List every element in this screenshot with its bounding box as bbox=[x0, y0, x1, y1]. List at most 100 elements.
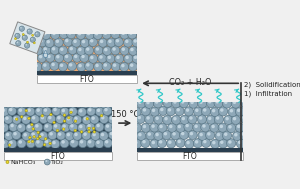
Circle shape bbox=[14, 101, 17, 105]
Circle shape bbox=[63, 53, 73, 62]
Circle shape bbox=[178, 125, 181, 128]
Circle shape bbox=[240, 131, 249, 140]
Circle shape bbox=[132, 107, 141, 116]
Circle shape bbox=[16, 41, 21, 46]
Circle shape bbox=[184, 107, 194, 116]
Circle shape bbox=[202, 124, 206, 128]
Circle shape bbox=[172, 132, 176, 136]
Circle shape bbox=[122, 32, 125, 35]
Circle shape bbox=[231, 99, 240, 108]
Circle shape bbox=[20, 27, 22, 29]
Circle shape bbox=[165, 100, 168, 103]
Circle shape bbox=[202, 138, 211, 147]
Circle shape bbox=[98, 54, 107, 63]
Circle shape bbox=[50, 61, 59, 70]
Circle shape bbox=[164, 117, 168, 120]
Circle shape bbox=[95, 122, 104, 132]
Polygon shape bbox=[10, 22, 45, 54]
Circle shape bbox=[15, 33, 20, 39]
Circle shape bbox=[9, 141, 13, 144]
Circle shape bbox=[54, 124, 57, 128]
Bar bbox=[137, 148, 243, 152]
Circle shape bbox=[65, 115, 74, 125]
Circle shape bbox=[125, 40, 128, 43]
Circle shape bbox=[180, 115, 189, 124]
Bar bbox=[4, 107, 112, 148]
Circle shape bbox=[95, 64, 99, 67]
Circle shape bbox=[92, 101, 95, 105]
Circle shape bbox=[111, 62, 120, 71]
Circle shape bbox=[218, 123, 227, 132]
Circle shape bbox=[100, 101, 104, 104]
Circle shape bbox=[82, 115, 91, 125]
Circle shape bbox=[39, 132, 48, 141]
Circle shape bbox=[30, 37, 35, 42]
Circle shape bbox=[132, 123, 142, 132]
Circle shape bbox=[201, 123, 210, 132]
Circle shape bbox=[23, 36, 25, 38]
Circle shape bbox=[152, 124, 155, 128]
Circle shape bbox=[120, 62, 129, 71]
Circle shape bbox=[96, 47, 99, 51]
Circle shape bbox=[42, 46, 51, 55]
Circle shape bbox=[27, 108, 31, 112]
Circle shape bbox=[48, 116, 52, 119]
Circle shape bbox=[113, 64, 116, 67]
Circle shape bbox=[166, 107, 175, 116]
Circle shape bbox=[224, 132, 227, 136]
Circle shape bbox=[0, 107, 9, 116]
Circle shape bbox=[184, 122, 193, 131]
Circle shape bbox=[12, 115, 21, 124]
Circle shape bbox=[46, 40, 50, 43]
Circle shape bbox=[36, 140, 40, 144]
Circle shape bbox=[101, 116, 104, 119]
Circle shape bbox=[104, 32, 107, 35]
Circle shape bbox=[231, 115, 240, 125]
Circle shape bbox=[9, 122, 18, 132]
Circle shape bbox=[82, 131, 91, 140]
Circle shape bbox=[226, 139, 236, 148]
Circle shape bbox=[143, 108, 146, 112]
Circle shape bbox=[212, 109, 215, 112]
Circle shape bbox=[216, 116, 219, 120]
Circle shape bbox=[88, 37, 98, 47]
Circle shape bbox=[130, 48, 134, 51]
Circle shape bbox=[102, 62, 111, 71]
Circle shape bbox=[90, 115, 99, 124]
Circle shape bbox=[41, 115, 43, 117]
Circle shape bbox=[34, 139, 44, 148]
Circle shape bbox=[74, 133, 78, 136]
Circle shape bbox=[104, 48, 108, 51]
Circle shape bbox=[28, 30, 30, 32]
Circle shape bbox=[36, 33, 38, 34]
Circle shape bbox=[22, 100, 26, 104]
Circle shape bbox=[198, 99, 207, 108]
Circle shape bbox=[134, 56, 137, 59]
Circle shape bbox=[46, 53, 55, 62]
Circle shape bbox=[195, 108, 199, 112]
Circle shape bbox=[51, 63, 55, 66]
Circle shape bbox=[99, 55, 103, 59]
Circle shape bbox=[70, 124, 74, 128]
Text: 150 °C: 150 °C bbox=[111, 110, 139, 119]
Circle shape bbox=[45, 140, 48, 143]
Circle shape bbox=[40, 133, 44, 136]
Circle shape bbox=[61, 109, 65, 112]
Bar bbox=[37, 34, 137, 71]
Circle shape bbox=[164, 132, 167, 136]
Circle shape bbox=[88, 108, 91, 112]
Circle shape bbox=[79, 125, 82, 128]
Polygon shape bbox=[44, 50, 47, 53]
Circle shape bbox=[146, 116, 150, 120]
Circle shape bbox=[206, 131, 215, 140]
Circle shape bbox=[158, 106, 168, 115]
Circle shape bbox=[31, 100, 34, 104]
Circle shape bbox=[73, 131, 82, 140]
Circle shape bbox=[236, 107, 244, 116]
Circle shape bbox=[14, 38, 16, 40]
Circle shape bbox=[17, 107, 26, 116]
Circle shape bbox=[64, 98, 73, 108]
Circle shape bbox=[54, 38, 63, 47]
Circle shape bbox=[199, 101, 203, 104]
Circle shape bbox=[69, 123, 78, 132]
